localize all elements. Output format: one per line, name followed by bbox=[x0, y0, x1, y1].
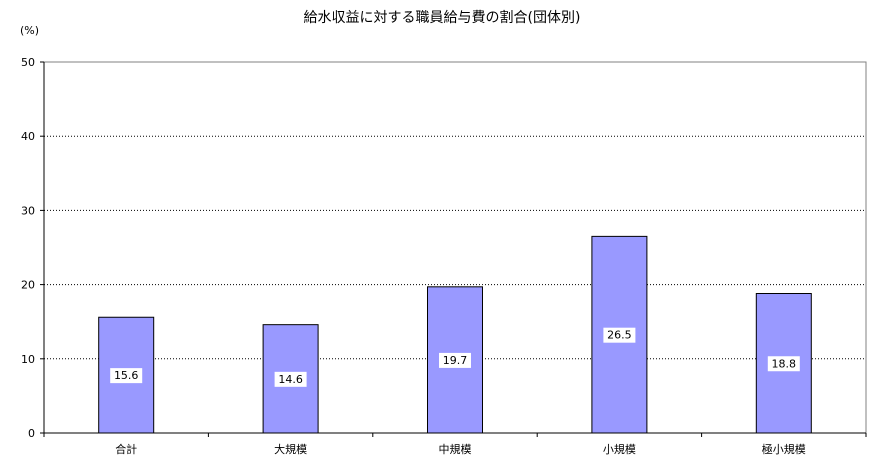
chart-title: 給水収益に対する職員給与費の割合(団体別) bbox=[304, 9, 581, 26]
data-label: 15.6 bbox=[114, 369, 139, 382]
x-tick-label: 小規模 bbox=[603, 442, 636, 456]
data-label: 19.7 bbox=[443, 354, 468, 367]
data-label-box bbox=[110, 368, 143, 384]
x-tick-label: 大規模 bbox=[274, 442, 307, 456]
data-label-box bbox=[767, 356, 800, 372]
x-tick-label: 極小規模 bbox=[762, 442, 806, 456]
data-label-box bbox=[274, 371, 307, 387]
y-axis-unit: (%) bbox=[20, 24, 39, 37]
x-tick-label: 中規模 bbox=[439, 442, 472, 456]
axes: 0 10 20 30 40 50 合計 大規模 中規模 小規模 極小規模 bbox=[21, 56, 867, 456]
x-tick-label: 合計 bbox=[115, 442, 137, 456]
y-tick-label: 10 bbox=[21, 353, 35, 366]
y-tick-label: 40 bbox=[21, 130, 35, 143]
data-label: 14.6 bbox=[278, 373, 303, 386]
y-tick-label: 0 bbox=[28, 427, 35, 440]
data-labels: 15.6 14.6 19.7 26.5 18.8 bbox=[110, 327, 800, 387]
data-label: 18.8 bbox=[772, 357, 797, 370]
y-tick-label: 30 bbox=[21, 204, 35, 217]
y-tick-label: 20 bbox=[21, 279, 35, 292]
data-label: 26.5 bbox=[607, 329, 632, 342]
bars bbox=[98, 235, 812, 434]
y-tick-label: 50 bbox=[21, 56, 35, 69]
data-label-box bbox=[603, 327, 636, 343]
data-label-box bbox=[439, 352, 471, 368]
